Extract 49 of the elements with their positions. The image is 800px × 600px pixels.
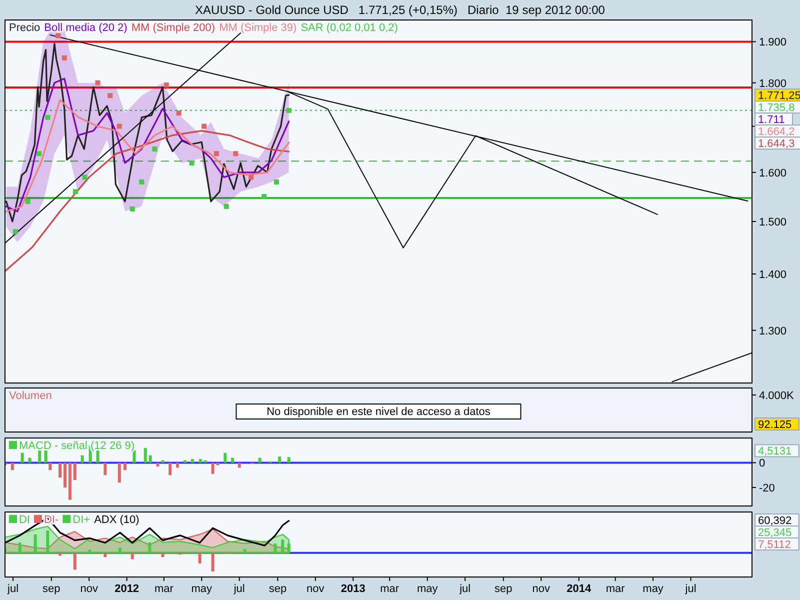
x-tick-label: mar <box>154 583 174 595</box>
y-tick-label: 0 <box>759 458 766 470</box>
y-tick-label: 1.600 <box>759 167 787 180</box>
text: 1.735,8 <box>758 102 795 114</box>
x-tick-label: sep <box>494 583 512 595</box>
text: 4,5131 <box>758 446 792 458</box>
y-tick-label: 1.300 <box>759 325 787 338</box>
chart-title: XAUUSD - Gold Ounce USD 1.771,25 (+0,15%) Diario 19 sep 2012 00:00 <box>195 3 606 17</box>
x-tick-label: nov <box>532 583 550 595</box>
text: 1.664,2 <box>758 126 795 138</box>
text: MM (Simple 200) <box>131 22 216 34</box>
y-tick-label: 1.400 <box>759 268 787 281</box>
x-tick-label: sep <box>42 583 60 595</box>
text: 60,392 <box>758 515 792 527</box>
text: 7,5112 <box>758 539 791 551</box>
x-tick-label: sep <box>268 583 287 595</box>
text: Volumen <box>9 390 52 402</box>
y-tick-label: 1.500 <box>759 216 787 228</box>
text: 1.711 <box>758 114 785 126</box>
x-tick-label: may <box>416 583 438 595</box>
x-tick-label: nov <box>80 583 98 595</box>
x-tick-label: mar <box>606 583 626 595</box>
y-tick-label: 1.800 <box>759 78 787 90</box>
series-label: Precio <box>9 22 40 34</box>
x-tick-label: nov <box>306 583 325 595</box>
text: 1.644,3 <box>758 138 795 150</box>
x-tick-label: 2013 <box>340 583 366 595</box>
x-tick-label: jul <box>6 583 19 595</box>
x-tick-label: 2012 <box>114 583 140 595</box>
series-label: ADX (10) <box>94 514 140 526</box>
x-tick-label: 2014 <box>566 583 592 595</box>
legend-label: DI+ <box>72 514 90 526</box>
text: No disponible en este nivel de acceso a datos <box>266 406 491 418</box>
x-tick-label: jul <box>684 583 696 595</box>
x-tick-label: mar <box>380 583 400 595</box>
legend-label: DI <box>19 514 30 526</box>
y-tick-label: -20 <box>759 482 775 494</box>
text: 1.771,25 <box>758 90 800 102</box>
text: 4.000K <box>759 390 795 402</box>
text: 25,345 <box>758 527 792 539</box>
legend-label: MACD - señal (12 26 9) <box>19 440 135 452</box>
text: 92.125 <box>758 419 792 431</box>
y-tick-label: 1.900 <box>759 36 787 49</box>
text: SAR (0,02 0,01 0,2) <box>300 22 398 34</box>
x-tick-label: may <box>642 583 664 595</box>
x-tick-label: jul <box>232 583 245 595</box>
x-tick-label: jul <box>458 583 471 595</box>
text: Boll media (20 2) <box>44 22 128 34</box>
x-tick-label: may <box>191 583 213 595</box>
